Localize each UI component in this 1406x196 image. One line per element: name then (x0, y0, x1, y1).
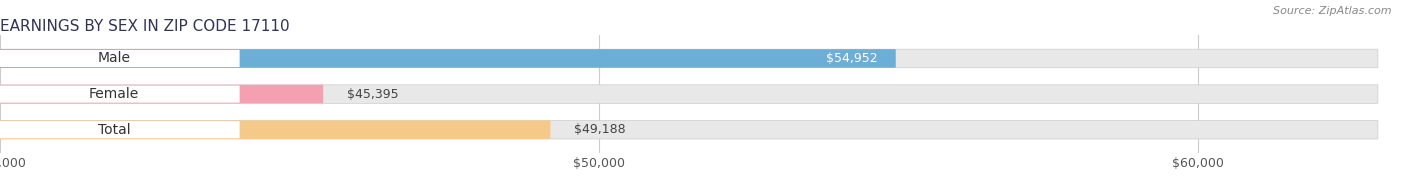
Text: Source: ZipAtlas.com: Source: ZipAtlas.com (1274, 6, 1392, 16)
FancyBboxPatch shape (0, 50, 239, 67)
FancyBboxPatch shape (0, 121, 550, 139)
Text: Male: Male (97, 51, 131, 65)
Text: $45,395: $45,395 (347, 88, 399, 101)
Text: Total: Total (97, 123, 131, 137)
Text: EARNINGS BY SEX IN ZIP CODE 17110: EARNINGS BY SEX IN ZIP CODE 17110 (0, 19, 290, 34)
FancyBboxPatch shape (0, 85, 323, 103)
Text: $49,188: $49,188 (575, 123, 626, 136)
Text: Female: Female (89, 87, 139, 101)
FancyBboxPatch shape (0, 121, 1378, 139)
Text: $54,952: $54,952 (827, 52, 877, 65)
FancyBboxPatch shape (0, 49, 896, 68)
FancyBboxPatch shape (0, 85, 1378, 103)
FancyBboxPatch shape (0, 85, 239, 103)
FancyBboxPatch shape (0, 49, 1378, 68)
FancyBboxPatch shape (0, 121, 239, 138)
